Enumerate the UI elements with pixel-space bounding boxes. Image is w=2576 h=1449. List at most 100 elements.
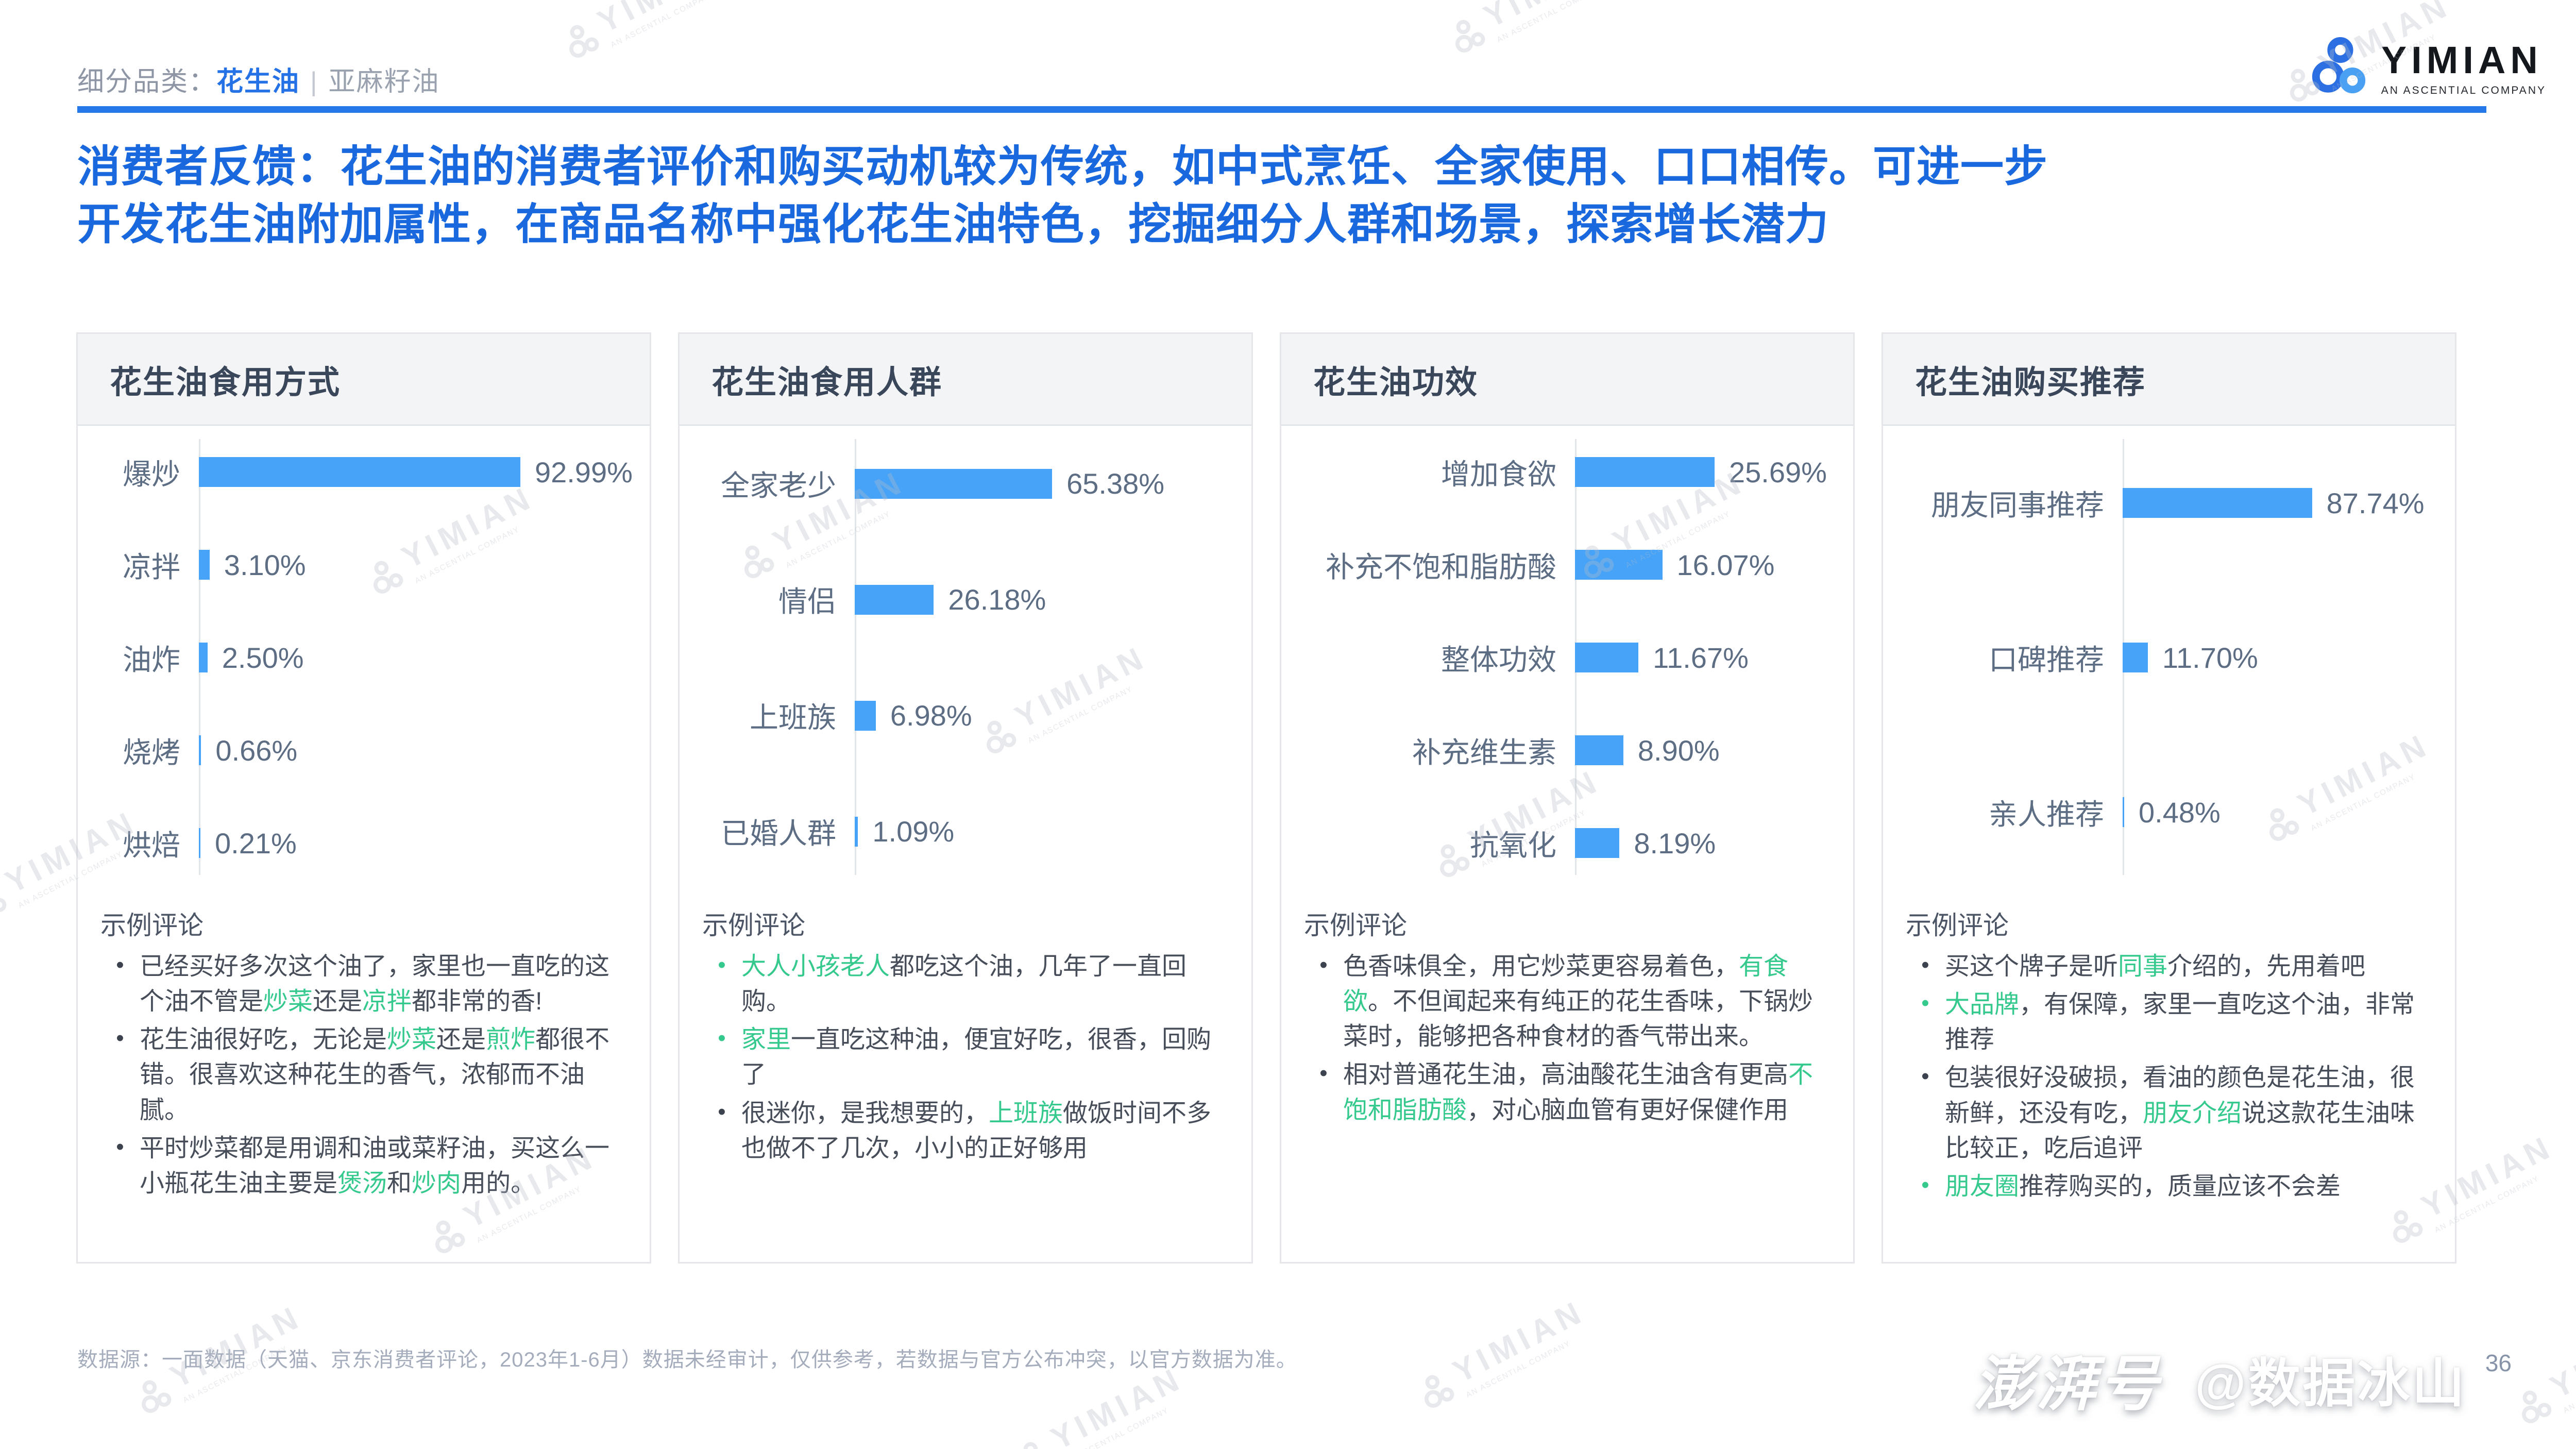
bar-chart-consumer-groups: 全家老少 65.38% 情侣 26.18% 上班族 6.98% 已婚人群 1.09%	[680, 426, 1251, 889]
bullet-icon: •	[718, 1099, 726, 1124]
bar-value: 2.50%	[222, 641, 304, 674]
comment-text: 已经买好多次这个油了，家里也一直吃的这个油不管是炒菜还是凉拌都非常的香!	[140, 953, 610, 1016]
comment-text: 大品牌，有保障，家里一直吃这个油，非常推荐	[1945, 991, 2415, 1054]
bullet-icon: •	[116, 1025, 124, 1051]
bar-label: 增加食欲	[1441, 458, 1556, 491]
bullet-icon: •	[1921, 952, 1929, 978]
comment-item: • 色香味俱全，用它炒菜更容易着色，有食欲。不但闻起来有纯正的花生香味，下锅炒菜时…	[1304, 949, 1831, 1054]
comments-section: 示例评论 • 买这个牌子是听同事介绍的，先用着吧 • 大品牌，有保障，家里一直吃这个油…	[1883, 889, 2455, 1204]
panel-benefits: 花生油功效 增加食欲 25.69% 补充不饱和脂肪酸 16.07% 整体功效 11.67%…	[1280, 332, 1855, 1263]
comment-text: 平时炒菜都是用调和油或菜籽油，买这么一小瓶花生油主要是煲汤和炒肉用的。	[140, 1134, 610, 1197]
bar-value: 65.38%	[1066, 467, 1165, 500]
comment-text: 大人小孩老人都吃这个油，几年了一直回购。	[741, 953, 1187, 1016]
comments-heading: 示例评论	[1906, 911, 2009, 940]
comment-item: • 大品牌，有保障，家里一直吃这个油，非常推荐	[1906, 987, 2432, 1057]
bar-chart-purchase-recommendation: 朋友同事推荐 87.74% 口碑推荐 11.70% 亲人推荐 0.48%	[1883, 426, 2455, 889]
bar-value: 0.48%	[2139, 796, 2221, 829]
breadcrumb-label: 细分品类：	[77, 67, 217, 97]
bar-chart-benefits: 增加食欲 25.69% 补充不饱和脂肪酸 16.07% 整体功效 11.67% 补充维生素 8…	[1281, 426, 1853, 889]
bar-label: 上班族	[750, 701, 836, 734]
bullet-icon: •	[1921, 1064, 1929, 1089]
comment-item: • 很迷你，是我想要的，上班族做饭时间不多也做不了几次，小小的正好够用	[702, 1096, 1229, 1166]
bar	[2123, 488, 2312, 518]
bar-label: 情侣	[778, 585, 836, 618]
bar-value: 11.67%	[1653, 641, 1749, 674]
bar-value: 8.19%	[1634, 827, 1716, 860]
bar-row: 凉拌 3.10%	[78, 544, 641, 586]
comment-text: 色香味俱全，用它炒菜更容易着色，有食欲。不但闻起来有纯正的花生香味，下锅炒菜时，…	[1343, 953, 1814, 1051]
logo-text: YIMIAN AN ASCENTIAL COMPANY	[2381, 41, 2546, 97]
bar	[1575, 735, 1623, 765]
page-title-line1: 消费者反馈：花生油的消费者评价和购买动机较为传统，如中式烹饪、全家使用、口口相传…	[77, 142, 2048, 191]
data-iceberg-handle: @数据冰山	[2195, 1354, 2467, 1413]
bar-label: 朋友同事推荐	[1931, 488, 2104, 521]
bar-value: 1.09%	[872, 815, 955, 848]
page-number: 36	[2485, 1350, 2512, 1376]
comment-item: • 相对普通花生油，高油酸花生油含有更高不饱和脂肪酸，对心脑血管有更好保健作用	[1304, 1057, 1831, 1127]
bar	[2123, 643, 2148, 672]
bar-row: 全家老少 65.38%	[680, 463, 1243, 504]
panels-row: 花生油食用方式 爆炒 92.99% 凉拌 3.10% 油炸 2.50% 烧烤 0.66% 烘焙 0…	[76, 332, 2456, 1263]
comment-text: 相对普通花生油，高油酸花生油含有更高不饱和脂肪酸，对心脑血管有更好保健作用	[1343, 1061, 1814, 1124]
bar	[1575, 550, 1663, 580]
header-divider	[77, 106, 2486, 113]
bar-label: 补充维生素	[1412, 736, 1556, 769]
bar-value: 0.21%	[215, 827, 297, 860]
yimian-logo: YIMIAN AN ASCENTIAL COMPANY	[2309, 37, 2546, 100]
footer-source: 数据源：一面数据（天猫、京东消费者评论，2023年1-6月）数据未经审计，仅供参…	[77, 1349, 1297, 1371]
comments-section: 示例评论 • 已经买好多次这个油了，家里也一直吃的这个油不管是炒菜还是凉拌都非常的…	[78, 889, 650, 1201]
chart-rows: 增加食欲 25.69% 补充不饱和脂肪酸 16.07% 整体功效 11.67% 补充维生素 8…	[1281, 426, 1845, 889]
bar-chart-eating-methods: 爆炒 92.99% 凉拌 3.10% 油炸 2.50% 烧烤 0.66% 烘焙 0.21%	[78, 426, 650, 889]
bar-row: 爆炒 92.99%	[78, 451, 641, 493]
comment-item: • 家里一直吃这种油，便宜好吃，很香，回购了	[702, 1022, 1229, 1092]
tab-flaxseed-oil: 亚麻籽油	[328, 67, 440, 97]
comments-list: • 已经买好多次这个油了，家里也一直吃的这个油不管是炒菜还是凉拌都非常的香! • 花生…	[100, 949, 627, 1201]
bar-label: 整体功效	[1441, 643, 1556, 676]
bar-label: 抗氧化	[1470, 829, 1556, 862]
comment-text: 买这个牌子是听同事介绍的，先用着吧	[1945, 953, 2366, 980]
bullet-icon: •	[1921, 990, 1929, 1016]
comments-section: 示例评论 • 大人小孩老人都吃这个油，几年了一直回购。 • 家里一直吃这种油，便宜好吃…	[680, 889, 1251, 1166]
pengpai-brand: 澎湃号	[1973, 1351, 2162, 1418]
bar	[199, 643, 208, 672]
bar	[1575, 457, 1715, 487]
bullet-icon: •	[1921, 1172, 1929, 1198]
bar	[1575, 828, 1620, 858]
panel-title: 花生油食用方式	[78, 334, 650, 426]
yimian-logo-icon	[2309, 37, 2370, 100]
comments-heading: 示例评论	[100, 911, 204, 940]
comment-text: 很迷你，是我想要的，上班族做饭时间不多也做不了几次，小小的正好够用	[741, 1099, 1212, 1162]
comment-item: • 买这个牌子是听同事介绍的，先用着吧	[1906, 949, 2432, 984]
bar-label: 烧烤	[123, 736, 180, 769]
panel-purchase-recommendation: 花生油购买推荐 朋友同事推荐 87.74% 口碑推荐 11.70% 亲人推荐 0.48% …	[1882, 332, 2456, 1263]
bar	[1575, 643, 1639, 672]
bar-label: 补充不饱和脂肪酸	[1326, 550, 1556, 583]
bar-row: 补充不饱和脂肪酸 16.07%	[1281, 544, 1845, 586]
comment-text: 家里一直吃这种油，便宜好吃，很香，回购了	[741, 1026, 1212, 1089]
bar-value: 16.07%	[1676, 548, 1775, 581]
bullet-icon: •	[1319, 1060, 1328, 1086]
comments-list: • 色香味俱全，用它炒菜更容易着色，有食欲。不但闻起来有纯正的花生香味，下锅炒菜时…	[1304, 949, 1831, 1128]
comment-text: 包装很好没破损，看油的颜色是花生油，很新鲜，还没有吃，朋友介绍说这款花生油味比较…	[1945, 1064, 2415, 1162]
comments-list: • 买这个牌子是听同事介绍的，先用着吧 • 大品牌，有保障，家里一直吃这个油，非常推荐…	[1906, 949, 2432, 1204]
bar	[855, 700, 876, 731]
bar-row: 油炸 2.50%	[78, 637, 641, 679]
bar	[199, 457, 520, 487]
chart-rows: 爆炒 92.99% 凉拌 3.10% 油炸 2.50% 烧烤 0.66% 烘焙 0.21%	[78, 426, 641, 889]
bar-row: 抗氧化 8.19%	[1281, 822, 1845, 864]
bar-row: 整体功效 11.67%	[1281, 637, 1845, 679]
comment-item: • 平时炒菜都是用调和油或菜籽油，买这么一小瓶花生油主要是煲汤和炒肉用的。	[100, 1131, 627, 1201]
panel-title: 花生油购买推荐	[1883, 334, 2455, 426]
bullet-icon: •	[116, 952, 124, 978]
panel-eating-methods: 花生油食用方式 爆炒 92.99% 凉拌 3.10% 油炸 2.50% 烧烤 0.66% 烘焙 0…	[76, 332, 651, 1263]
bar	[855, 584, 934, 615]
comment-item: • 包装很好没破损，看油的颜色是花生油，很新鲜，还没有吃，朋友介绍说这款花生油味比…	[1906, 1060, 2432, 1166]
bar	[199, 828, 200, 858]
bar	[2123, 797, 2124, 827]
breadcrumb-separator: |	[310, 67, 318, 97]
bullet-icon: •	[1319, 952, 1328, 978]
bar-row: 情侣 26.18%	[680, 579, 1243, 620]
bar-label: 爆炒	[123, 458, 180, 491]
